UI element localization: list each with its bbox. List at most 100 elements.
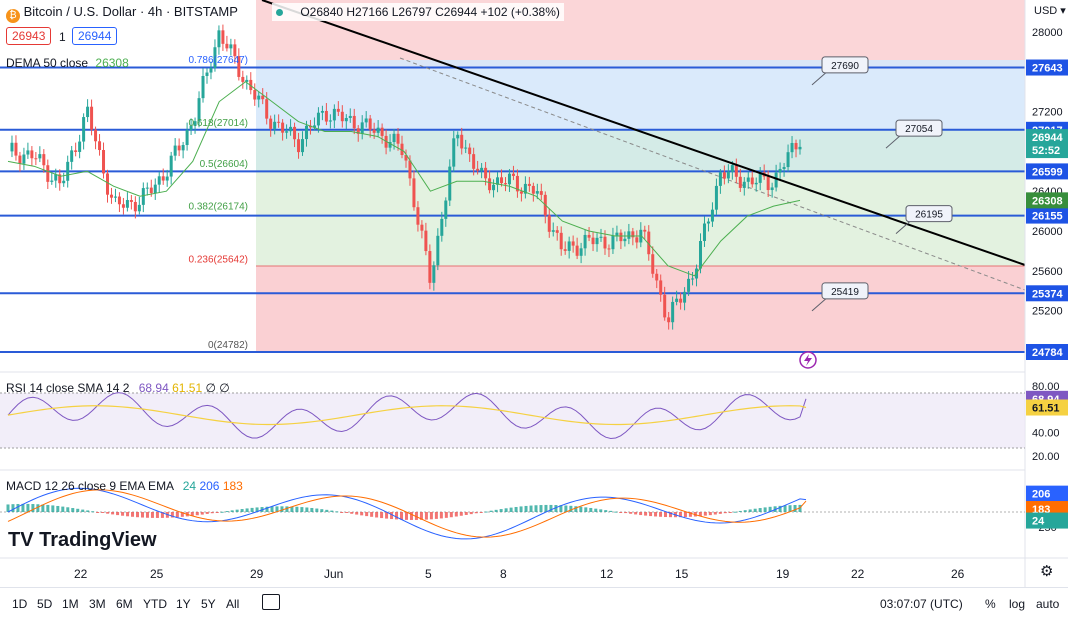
- candle-body: [647, 231, 651, 255]
- macd-bar: [365, 512, 369, 517]
- macd-bar: [340, 512, 344, 513]
- candle-body: [440, 218, 444, 236]
- log-toggle[interactable]: log: [1009, 597, 1026, 611]
- candle-body: [245, 79, 249, 82]
- currency-label[interactable]: USD ▾: [1034, 4, 1066, 17]
- macd-bar: [424, 512, 428, 520]
- macd-bar: [61, 506, 65, 512]
- auto-toggle[interactable]: auto: [1036, 597, 1060, 611]
- candle-body: [476, 168, 480, 171]
- time-axis[interactable]: 22 25 29 Jun 5 8 12 15 19 22 26: [0, 559, 1025, 587]
- macd-bar: [479, 512, 483, 513]
- macd-bar: [325, 509, 329, 512]
- candle-body: [726, 171, 730, 179]
- symbol-header[interactable]: ₿ Bitcoin / U.S. Dollar · 4h · BITSTAMP: [6, 4, 238, 23]
- callout-box[interactable]: [905, 205, 953, 223]
- candle-body: [78, 141, 82, 152]
- candle-body: [659, 280, 663, 295]
- candle-body: [117, 196, 121, 205]
- spread-value: 1: [59, 30, 66, 44]
- candle-body: [376, 127, 380, 133]
- candle-body: [34, 158, 38, 160]
- dashed-trendline[interactable]: [399, 57, 1026, 291]
- macd-bar: [644, 512, 648, 516]
- macd-bar: [768, 506, 772, 512]
- macd-bar: [375, 512, 379, 518]
- fib-zone-green: [256, 172, 1025, 266]
- settings-gear-icon[interactable]: ⚙: [1040, 563, 1054, 580]
- dema-label: DEMA 50 close: [6, 56, 89, 70]
- macd-bar: [758, 508, 762, 512]
- candle-body: [233, 44, 237, 57]
- fib-zone-teal: [256, 130, 1025, 172]
- macd-bar: [509, 507, 513, 512]
- candle-body: [420, 224, 424, 231]
- timeframe-5y[interactable]: 5Y: [201, 597, 216, 611]
- macd-histogram: [6, 503, 802, 520]
- macd-legend[interactable]: MACD 12 26 close 9 EMA EMA 24 206 183: [6, 479, 243, 493]
- price-callouts[interactable]: 27690 27054 26195 25419: [811, 56, 953, 312]
- candle-body: [173, 145, 177, 156]
- rsi-legend[interactable]: RSI 14 close SMA 14 2 68.94 61.51 ∅ ∅: [6, 381, 230, 395]
- candle-body: [30, 150, 34, 159]
- level-tag-bg: [1026, 285, 1068, 302]
- status-dot-icon: [276, 9, 283, 16]
- macd-bar: [723, 512, 727, 514]
- dema-indicator-label[interactable]: DEMA 50 close 26308: [6, 56, 129, 70]
- candle-body: [277, 121, 281, 123]
- candle-body: [113, 196, 117, 198]
- ask-box[interactable]: 26944: [72, 27, 118, 45]
- timeframe-6m[interactable]: 6M: [116, 597, 133, 611]
- candle-body: [539, 191, 543, 195]
- candle-body: [10, 142, 14, 152]
- candlestick-series: [10, 24, 802, 330]
- candle-body: [671, 301, 675, 323]
- candle-body: [500, 177, 504, 184]
- candle-body: [464, 147, 468, 149]
- callout-box[interactable]: [895, 119, 943, 137]
- timeframe-3m[interactable]: 3M: [89, 597, 106, 611]
- timeframe-ytd[interactable]: YTD: [143, 597, 167, 611]
- candle-body: [722, 172, 726, 179]
- timeframe-1d[interactable]: 1D: [12, 597, 28, 611]
- macd-bar: [16, 503, 20, 512]
- candle-body: [519, 191, 523, 194]
- timeframe-1m[interactable]: 1M: [62, 597, 79, 611]
- callout-box[interactable]: [821, 282, 869, 300]
- black-trendline[interactable]: [261, 0, 1026, 266]
- candle-body: [746, 177, 750, 182]
- candle-body: [643, 229, 647, 232]
- tradingview-logo[interactable]: TV TradingView: [8, 529, 157, 552]
- macd-bar: [604, 510, 608, 512]
- bid-box[interactable]: 26943: [6, 27, 52, 45]
- timeframe-all[interactable]: All: [226, 597, 240, 611]
- candle-body: [511, 173, 515, 176]
- candle-body: [527, 183, 531, 186]
- date-range-icon[interactable]: [262, 594, 280, 610]
- dema-tag: 26308: [1032, 195, 1063, 207]
- timeframe-5d[interactable]: 5D: [37, 597, 53, 611]
- lightning-icon[interactable]: [799, 351, 817, 369]
- candle-body: [456, 134, 460, 139]
- callout-box[interactable]: [821, 56, 869, 74]
- price-axis[interactable]: 28000272002640026000256002520080.0040.00…: [1032, 27, 1063, 534]
- macd-bar: [554, 505, 558, 512]
- macd-bar: [101, 512, 105, 513]
- rsi-band: [0, 393, 1025, 448]
- time-label: 29: [250, 567, 264, 581]
- macd-bar: [140, 512, 144, 518]
- utc-clock[interactable]: 03:07:07 (UTC): [880, 597, 963, 611]
- macd-bar: [96, 512, 100, 513]
- candle-body: [372, 129, 376, 133]
- percent-toggle[interactable]: %: [985, 597, 996, 611]
- macd-bar: [414, 512, 418, 520]
- callout-text: 25419: [831, 287, 859, 298]
- candle-body: [58, 174, 62, 184]
- candle-body: [575, 245, 579, 256]
- macd-bar: [743, 510, 747, 512]
- timeframe-1y[interactable]: 1Y: [176, 597, 191, 611]
- candle-body: [157, 176, 161, 185]
- candle-body: [480, 167, 484, 171]
